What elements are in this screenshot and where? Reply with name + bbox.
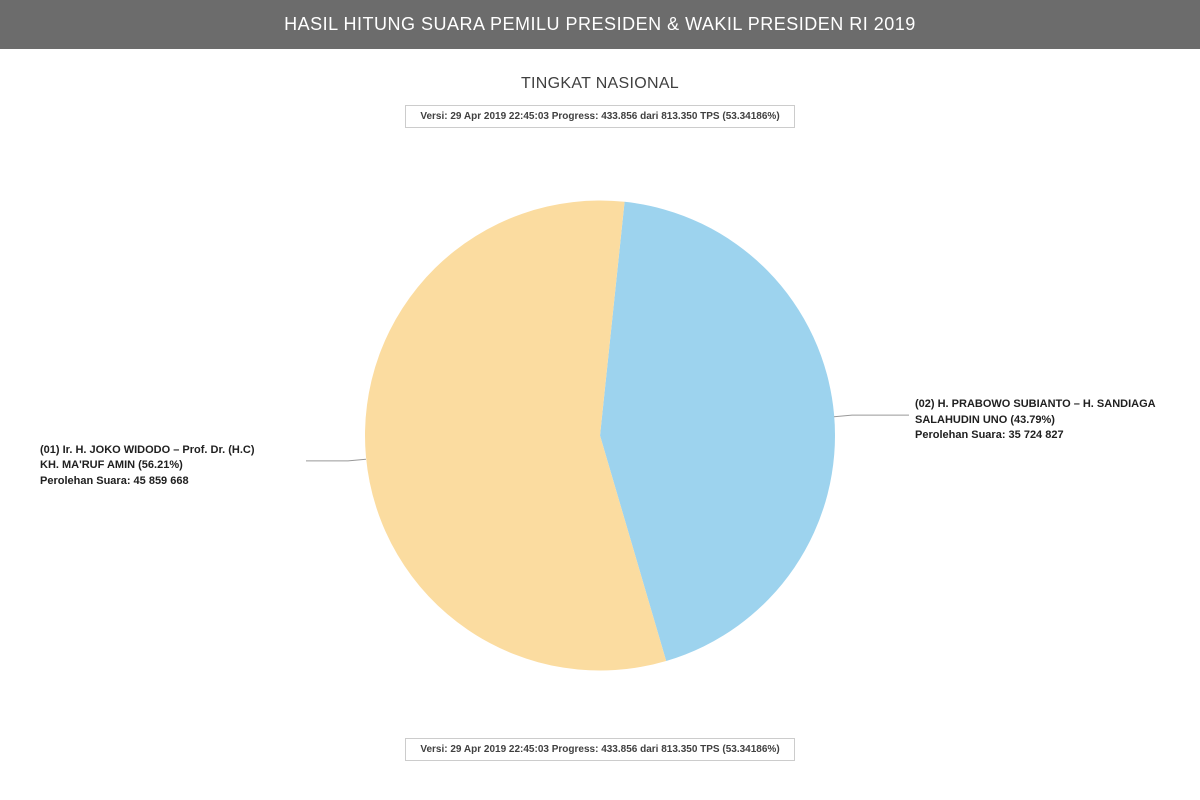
label-candidate-01: (01) Ir. H. JOKO WIDODO – Prof. Dr. (H.C… xyxy=(40,443,300,489)
progress-top-wrap: Versi: 29 Apr 2019 22:45:03 Progress: 43… xyxy=(0,93,1200,128)
progress-bottom-wrap: Versi: 29 Apr 2019 22:45:03 Progress: 43… xyxy=(0,726,1200,761)
candidate-02-name-line2: SALAHUDIN UNO (43.79%) xyxy=(915,413,1175,428)
progress-bottom-text: Versi: 29 Apr 2019 22:45:03 Progress: 43… xyxy=(420,744,779,755)
subtitle: TINGKAT NASIONAL xyxy=(0,75,1200,93)
subtitle-text: TINGKAT NASIONAL xyxy=(521,75,679,92)
header-title: HASIL HITUNG SUARA PEMILU PRESIDEN & WAK… xyxy=(284,14,916,34)
candidate-01-votes: Perolehan Suara: 45 859 668 xyxy=(40,474,300,489)
candidate-01-name-line2: KH. MA'RUF AMIN (56.21%) xyxy=(40,458,300,473)
label-candidate-02: (02) H. PRABOWO SUBIANTO – H. SANDIAGA S… xyxy=(915,397,1175,443)
candidate-02-votes: Perolehan Suara: 35 724 827 xyxy=(915,428,1175,443)
progress-bottom-box: Versi: 29 Apr 2019 22:45:03 Progress: 43… xyxy=(405,738,794,761)
progress-top-text: Versi: 29 Apr 2019 22:45:03 Progress: 43… xyxy=(420,111,779,122)
chart-area: (01) Ir. H. JOKO WIDODO – Prof. Dr. (H.C… xyxy=(0,158,1200,718)
pie-chart xyxy=(320,156,880,721)
header-bar: HASIL HITUNG SUARA PEMILU PRESIDEN & WAK… xyxy=(0,0,1200,49)
candidate-01-name-line1: (01) Ir. H. JOKO WIDODO – Prof. Dr. (H.C… xyxy=(40,443,300,458)
progress-top-box: Versi: 29 Apr 2019 22:45:03 Progress: 43… xyxy=(405,105,794,128)
candidate-02-name-line1: (02) H. PRABOWO SUBIANTO – H. SANDIAGA xyxy=(915,397,1175,412)
